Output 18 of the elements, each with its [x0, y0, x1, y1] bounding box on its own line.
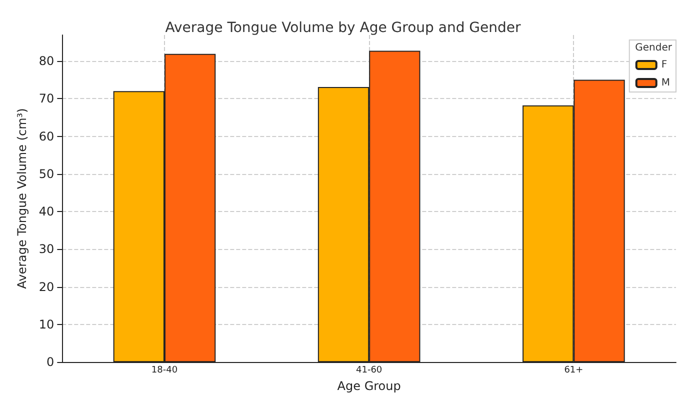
y-tick-label: 30 [38, 242, 54, 256]
chart-title: Average Tongue Volume by Age Group and Gender [165, 20, 521, 36]
x-tick-label: 61+ [564, 366, 584, 376]
y-tick-label: 0 [46, 355, 54, 370]
legend-title: Gender [635, 42, 673, 54]
y-tick-label: 70 [38, 92, 54, 106]
y-tick-label: 20 [38, 280, 54, 294]
legend-label: M [661, 78, 670, 88]
y-axis-title: Average Tongue Volume (cm³) [15, 108, 29, 289]
y-tick-label: 60 [38, 129, 54, 144]
x-tick-label: 41-60 [356, 366, 382, 376]
y-tick-label: 50 [38, 166, 54, 181]
x-tick-label: 18-40 [151, 366, 178, 376]
x-axis-title: Age Group [337, 379, 401, 393]
y-tick-label: 10 [38, 317, 54, 332]
y-tick-label: 80 [38, 54, 54, 68]
y-tick-label: 40 [38, 204, 54, 219]
legend-label: F [661, 60, 668, 70]
